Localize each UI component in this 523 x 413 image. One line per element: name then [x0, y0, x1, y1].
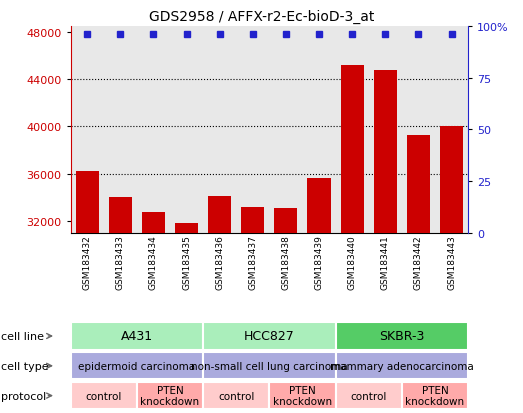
Bar: [76, 172, 99, 233]
Text: control: control: [86, 391, 122, 401]
Text: epidermoid carcinoma: epidermoid carcinoma: [78, 361, 196, 371]
Bar: [336, 352, 468, 380]
Text: mammary adenocarcinoma: mammary adenocarcinoma: [330, 361, 474, 371]
Bar: [308, 179, 331, 233]
Text: GDS2958 / AFFX-r2-Ec-bioD-3_at: GDS2958 / AFFX-r2-Ec-bioD-3_at: [149, 10, 374, 24]
Bar: [269, 382, 336, 409]
Text: PTEN
knockdown: PTEN knockdown: [405, 385, 464, 406]
Bar: [340, 66, 364, 233]
Text: A431: A431: [121, 330, 153, 343]
Bar: [203, 352, 336, 380]
Text: PTEN
knockdown: PTEN knockdown: [140, 385, 200, 406]
Text: HCC827: HCC827: [244, 330, 295, 343]
Bar: [71, 352, 203, 380]
Bar: [402, 382, 468, 409]
Bar: [440, 127, 463, 233]
Text: control: control: [350, 391, 387, 401]
Bar: [137, 382, 203, 409]
Text: SKBR-3: SKBR-3: [379, 330, 425, 343]
Bar: [203, 323, 336, 350]
Bar: [275, 209, 298, 233]
Bar: [241, 207, 265, 233]
Bar: [109, 198, 132, 233]
Text: cell type: cell type: [1, 361, 48, 371]
Text: PTEN
knockdown: PTEN knockdown: [273, 385, 332, 406]
Text: control: control: [218, 391, 254, 401]
Bar: [208, 197, 231, 233]
Bar: [175, 224, 198, 233]
Text: protocol: protocol: [1, 391, 46, 401]
Bar: [407, 135, 430, 233]
Bar: [203, 382, 269, 409]
Text: cell line: cell line: [1, 331, 43, 341]
Bar: [373, 71, 397, 233]
Bar: [71, 382, 137, 409]
Bar: [142, 212, 165, 233]
Text: non-small cell lung carcinoma: non-small cell lung carcinoma: [191, 361, 348, 371]
Bar: [71, 323, 203, 350]
Bar: [336, 382, 402, 409]
Bar: [336, 323, 468, 350]
